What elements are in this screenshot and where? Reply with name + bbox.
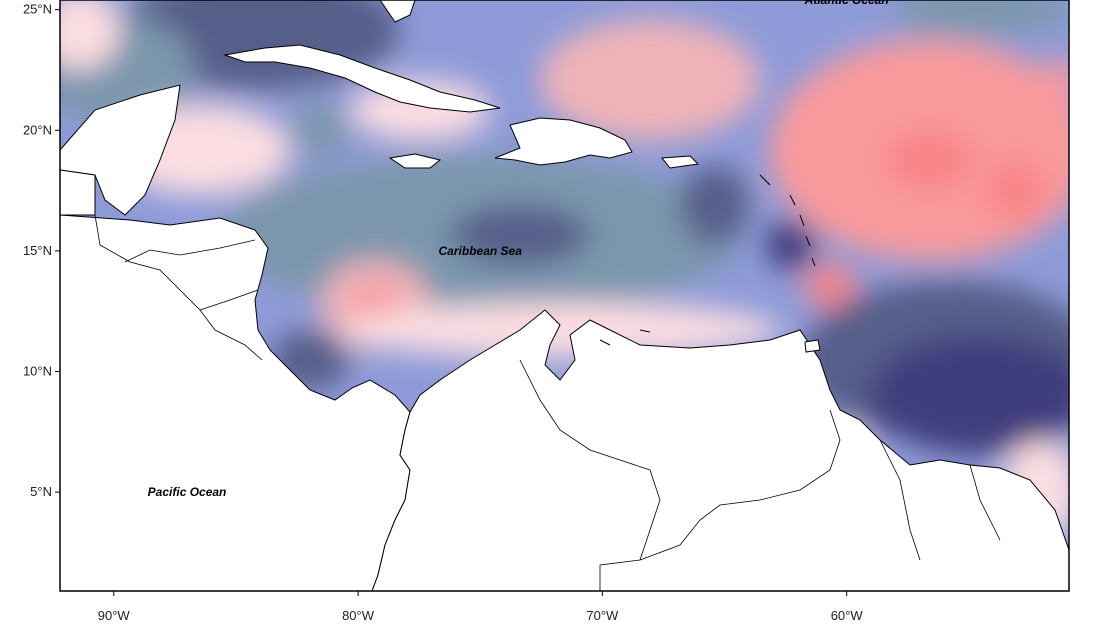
- anomaly-blob: [890, 0, 1069, 35]
- anomaly-blob: [292, 102, 348, 158]
- lat-tick-label: 15°N: [23, 243, 52, 258]
- lon-tick-label: 70°W: [586, 608, 619, 623]
- land-masses: [60, 0, 1069, 591]
- lat-tick-label: 25°N: [23, 2, 52, 17]
- lat-tick-label: 10°N: [23, 363, 52, 378]
- anomaly-blob: [680, 165, 750, 245]
- country-borders: [94, 214, 1001, 591]
- lesser-antilles: [599, 174, 816, 346]
- trinidad-land: [804, 339, 821, 353]
- anomaly-blob: [780, 0, 900, 35]
- plot-frame: [59, 0, 1070, 592]
- anomaly-blob: [450, 205, 590, 265]
- puerto-rico-land: [661, 155, 700, 169]
- latitude-axis: 25°N 20°N 15°N 10°N 5°N: [23, 2, 60, 499]
- cuba-land: [223, 44, 501, 113]
- anomaly-blob: [885, 130, 975, 190]
- contour-field: [60, 0, 1069, 591]
- lat-tick-label: 20°N: [23, 122, 52, 137]
- anomaly-blob: [1040, 60, 1069, 100]
- anomaly-blob: [540, 20, 760, 140]
- ocean-label: Caribbean Sea: [439, 244, 523, 258]
- anomaly-blob: [805, 263, 855, 307]
- lon-tick-label: 80°W: [342, 608, 375, 623]
- jamaica-land: [388, 153, 442, 169]
- anomaly-blob: [985, 160, 1045, 220]
- ocean-label: Pacific Ocean: [148, 485, 227, 499]
- lat-tick-label: 5°N: [30, 484, 52, 499]
- south-america-land: [371, 309, 1069, 591]
- anomaly-blob: [765, 220, 815, 270]
- lon-tick-label: 60°W: [831, 608, 864, 623]
- ocean-label: Atlantic Ocean: [804, 0, 889, 7]
- lon-tick-label: 90°W: [98, 608, 131, 623]
- florida-land: [379, 0, 416, 23]
- anomaly-blob: [870, 335, 1069, 455]
- hispaniola-land: [494, 117, 633, 166]
- anomaly-blob: [340, 302, 780, 358]
- longitude-axis: 90°W 80°W 70°W 60°W: [98, 591, 864, 623]
- anomaly-blob: [60, 0, 120, 70]
- ocean-labels: Atlantic Ocean Caribbean Sea Pacific Ocean: [148, 0, 889, 499]
